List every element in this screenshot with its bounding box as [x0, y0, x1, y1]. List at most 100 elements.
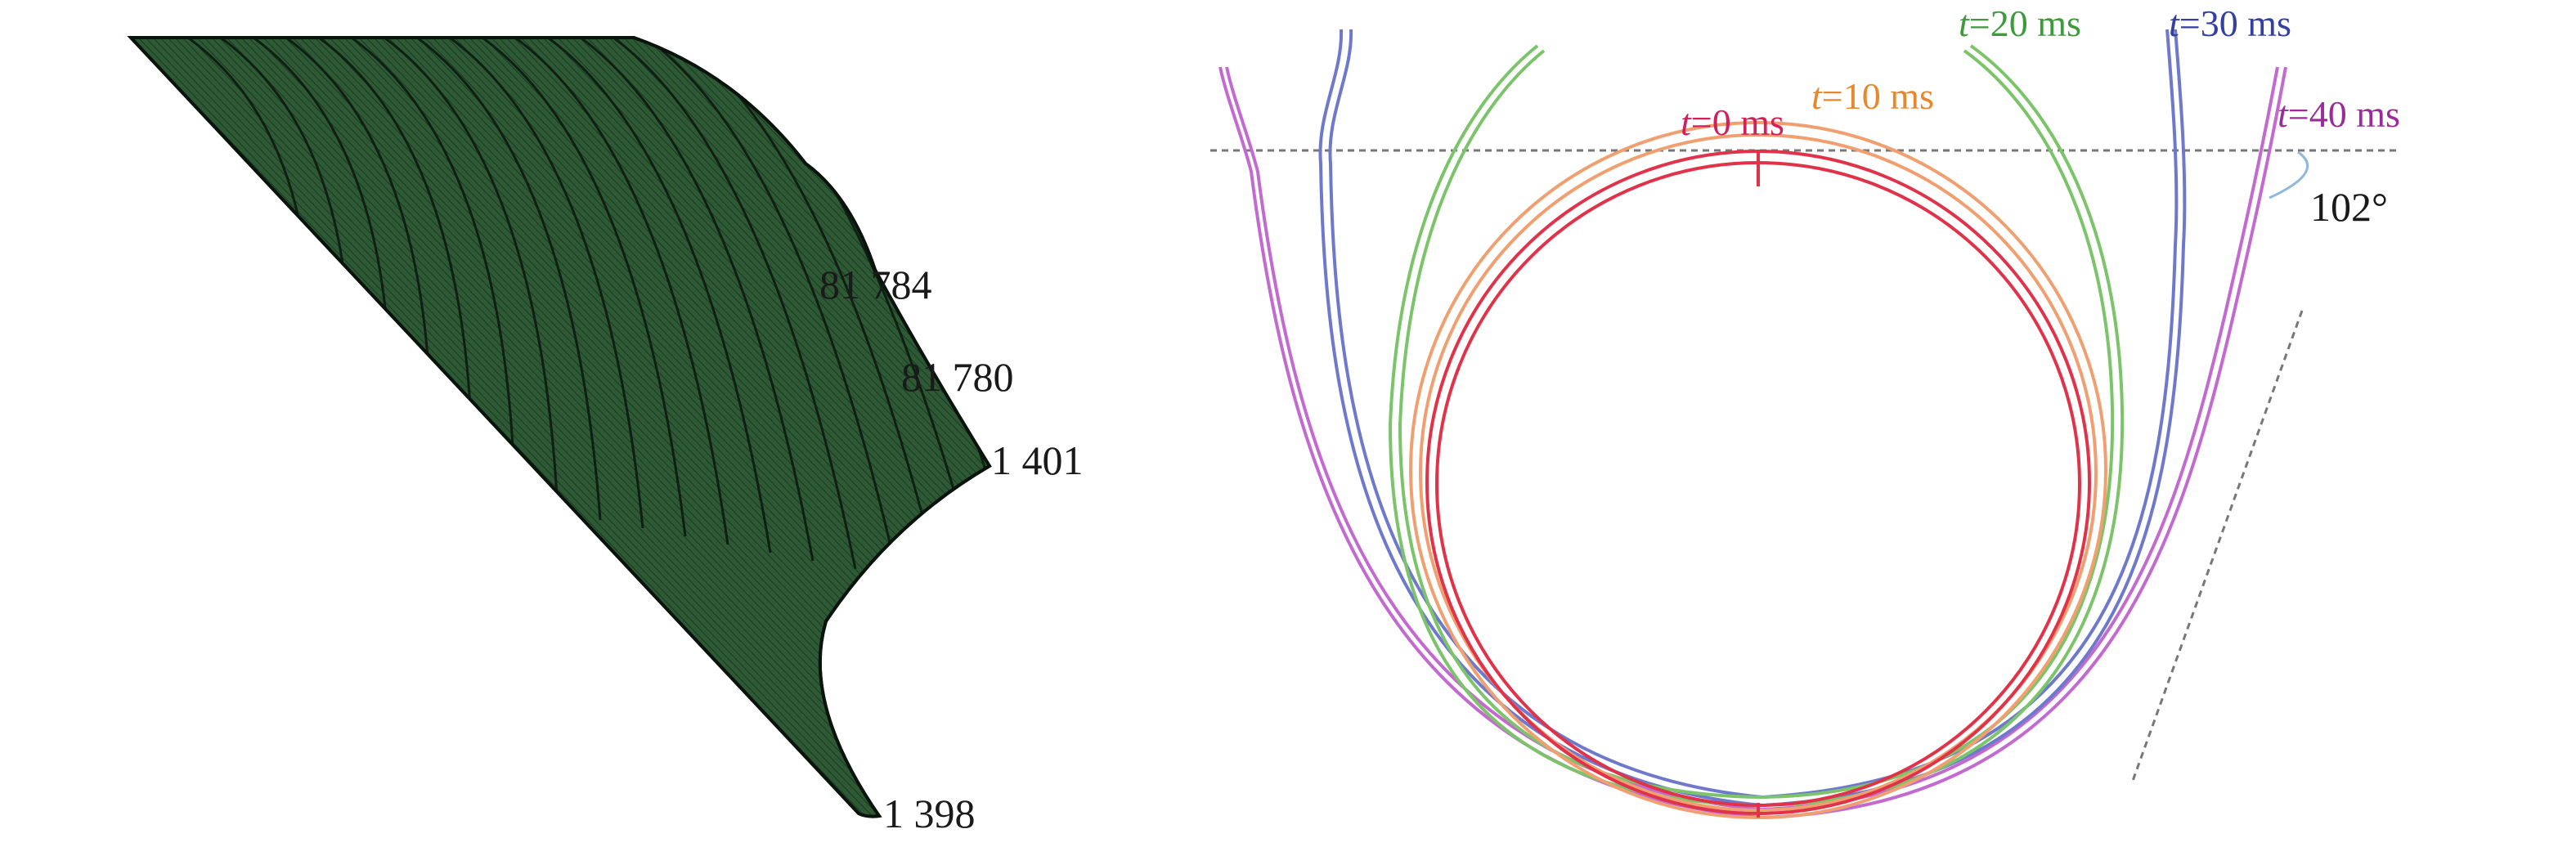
- angle-arc: [2269, 150, 2309, 199]
- mesh-fine-line: [454, 38, 990, 817]
- mesh-fine-line: [616, 38, 990, 817]
- mesh-fine-line: [594, 38, 990, 817]
- mesh-fine-line: [601, 38, 990, 817]
- mesh-fine-line: [461, 38, 990, 817]
- mesh-fine-line: [631, 38, 990, 817]
- mesh-fine-line: [1110, 38, 1928, 847]
- mesh-ring-line: [580, 38, 815, 562]
- mesh-fine-line: [969, 38, 990, 817]
- mesh-fine-line: [572, 38, 990, 817]
- mesh-fine-line: [336, 38, 990, 817]
- label-t10-var: t: [1811, 75, 1823, 117]
- pipe-mesh-panel: 81 784 81 780 1 401 1 398: [127, 36, 1972, 847]
- mesh-ring-line: [613, 38, 857, 570]
- label-t40-var: t: [2278, 93, 2289, 135]
- mesh-ring-line: [384, 38, 559, 513]
- mesh-fine-line: [682, 38, 990, 817]
- deformation-panel: 102° t=0 ms: [1210, 2, 2400, 820]
- mesh-ring-line: [940, 38, 990, 652]
- mesh-fine-line: [380, 38, 990, 817]
- label-t0-var: t: [1681, 101, 1692, 143]
- mesh-fine-line: [660, 38, 990, 817]
- mesh-fine-line: [432, 38, 990, 817]
- pipe-outline: [127, 36, 992, 818]
- mesh-fine-line: [675, 38, 990, 817]
- mesh-fine-line: [447, 38, 990, 817]
- profile-t40-curve-a: [1218, 66, 2287, 820]
- mesh-fine-line: [1043, 38, 1861, 847]
- mesh-fine-line: [366, 38, 990, 817]
- node-label-81780: 81 780: [901, 354, 1014, 400]
- mesh-fine-line: [351, 38, 990, 817]
- mesh-fine-line: [402, 38, 990, 817]
- label-t20-rest: =20 ms: [1969, 2, 2081, 44]
- label-t30: t=30 ms: [2169, 2, 2291, 44]
- node-label-81784: 81 784: [819, 262, 932, 307]
- mesh-fine-line: [1117, 38, 1935, 847]
- mesh-fine-line: [358, 38, 990, 817]
- mesh-fine-line: [395, 38, 990, 817]
- label-t0: t=0 ms: [1681, 101, 1784, 143]
- label-t20-var: t: [1959, 2, 1970, 44]
- mesh-fine-line: [1058, 38, 1876, 847]
- mesh-fine-line: [550, 38, 990, 817]
- angle-label: 102°: [2310, 184, 2388, 230]
- mesh-fine-line: [653, 38, 990, 817]
- mesh-ring-line: [416, 38, 602, 521]
- mesh-fine-line: [314, 38, 990, 817]
- reference-inclined-line: [2131, 310, 2304, 782]
- mesh-fine-line: [1007, 38, 1824, 847]
- profile-t30: [1318, 29, 2187, 808]
- mesh-fine-line: [439, 38, 990, 817]
- profile-t40-curve-b: [1225, 66, 2279, 812]
- mesh-fine-line: [866, 38, 990, 817]
- profile-t0-ring-inner: [1435, 161, 2081, 807]
- mesh-ring-line: [449, 38, 644, 529]
- label-t0-rest: =0 ms: [1691, 101, 1784, 143]
- mesh-fine-line: [410, 38, 990, 817]
- node-label-1401: 1 401: [991, 437, 1084, 483]
- profile-t30-curve-a: [1318, 29, 2187, 808]
- mesh-fine-line: [1095, 38, 1913, 847]
- mesh-fine-line: [638, 38, 990, 817]
- label-t40: t=40 ms: [2278, 93, 2400, 135]
- mesh-fine-line: [424, 38, 990, 817]
- profile-t40: [1218, 66, 2287, 820]
- mesh-fine-line: [564, 38, 990, 817]
- mesh-fine-line: [137, 38, 957, 817]
- mesh-fine-line: [645, 38, 990, 817]
- mesh-ring-line: [907, 38, 990, 643]
- label-t10: t=10 ms: [1811, 75, 1934, 117]
- mesh-fine-line: [417, 38, 990, 817]
- mesh-ring-line: [547, 38, 772, 553]
- mesh-fine-line: [1036, 38, 1854, 847]
- mesh-fine-line: [373, 38, 990, 817]
- mesh-fine-line: [131, 38, 949, 817]
- profile-t20-curve-b: [1398, 49, 2115, 800]
- mesh-fine-line: [1066, 38, 1883, 847]
- mesh-fine-line: [152, 38, 972, 817]
- mesh-fine-line: [483, 38, 990, 817]
- label-t30-var: t: [2169, 2, 2180, 44]
- label-t10-rest: =10 ms: [1822, 75, 1934, 117]
- mesh-fine-line: [586, 38, 990, 817]
- mesh-fine-line: [1147, 38, 1964, 847]
- mesh-fine-line: [859, 38, 990, 817]
- mesh-fine-line: [1073, 38, 1891, 847]
- mesh-ring-line: [351, 38, 517, 504]
- mesh-fine-line: [962, 38, 990, 817]
- mesh-fine-line: [608, 38, 990, 817]
- label-t20: t=20 ms: [1959, 2, 2081, 44]
- mesh-fine-line: [527, 38, 990, 817]
- mesh-ring-line: [972, 38, 990, 660]
- mesh-fine-line: [542, 38, 990, 817]
- mesh-ring-line: [514, 38, 729, 545]
- mesh-fine-line: [505, 38, 990, 817]
- mesh-fine-line: [476, 38, 990, 817]
- mesh-fine-line: [1029, 38, 1847, 847]
- mesh-fine-line: [1154, 38, 1972, 847]
- node-label-1398: 1 398: [883, 791, 976, 836]
- mesh-ring-line: [874, 38, 990, 635]
- mesh-fine-line: [513, 38, 990, 817]
- profile-t0: [1425, 150, 2091, 818]
